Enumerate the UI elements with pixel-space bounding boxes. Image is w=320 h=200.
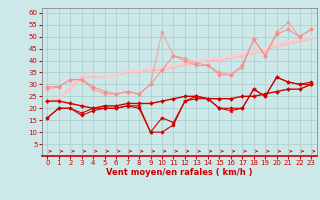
- X-axis label: Vent moyen/en rafales ( km/h ): Vent moyen/en rafales ( km/h ): [106, 168, 252, 177]
